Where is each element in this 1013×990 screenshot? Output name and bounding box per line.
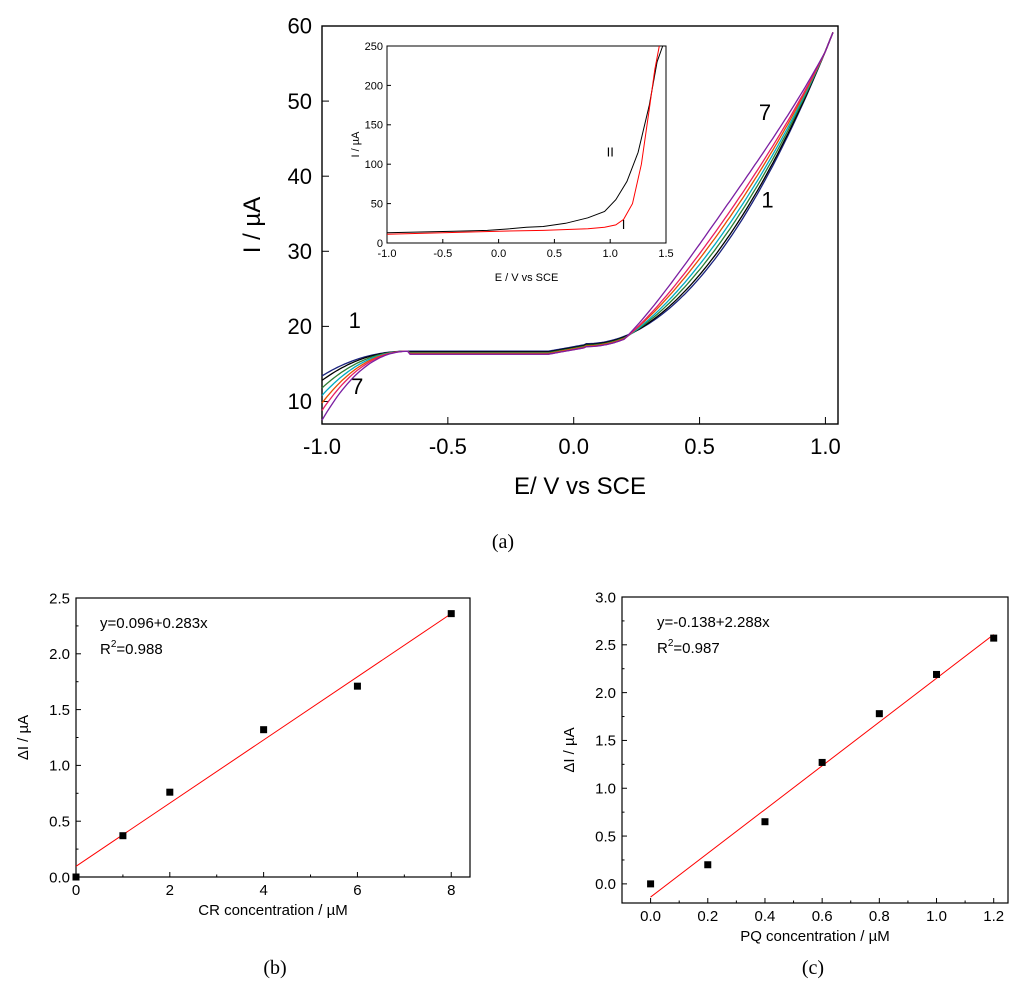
- inset-curve-I: [386, 45, 660, 235]
- panel-c: 0.0 0.2 0.4 0.6 0.8 1.0 1.2 0.0 0.5 1.0 1.5 2.0 2.5 3…: [561, 589, 1009, 979]
- inset-plot-frame: [386, 45, 667, 244]
- a-y-tick-label: 40: [288, 164, 312, 189]
- inset-x-tick-label: -1.0: [378, 248, 397, 260]
- a-plot-frame: [321, 25, 839, 425]
- inset-y-tick-label: 200: [365, 80, 383, 92]
- inset-x-axis-title: E / V vs SCE: [495, 272, 559, 284]
- b-x-tick-label: 4: [259, 882, 267, 899]
- c-plot-frame: [621, 596, 1009, 904]
- inset-curve-II: [386, 45, 664, 234]
- b-x-axis-title: CR concentration / µM: [198, 902, 348, 919]
- c-y-axis-title: ΔI / µA: [561, 727, 578, 772]
- a-x-tick-label: 0.0: [558, 434, 589, 459]
- a-curve-label: 7: [759, 100, 771, 125]
- a-y-tick-label: 30: [288, 239, 312, 264]
- a-y-axis-title: I / µA: [239, 197, 266, 254]
- b-y-tick-label: 0.0: [49, 869, 70, 886]
- c-caption: (c): [802, 957, 824, 979]
- c-y-tick-label: 2.5: [595, 637, 616, 654]
- b-x-tick-label: 8: [447, 882, 455, 899]
- c-x-tick-label: 1.2: [983, 908, 1004, 925]
- b-y-tick-label: 2.5: [49, 590, 70, 607]
- c-x-tick-label: 0.2: [697, 908, 718, 925]
- b-data-point: [447, 610, 455, 618]
- a-curve-7: [321, 32, 834, 421]
- inset-x-tick-label: 1.5: [658, 248, 673, 260]
- c-data-point: [761, 818, 769, 826]
- b-plot-frame: [75, 597, 471, 878]
- inset-y-axis-title: I / µA: [350, 131, 362, 158]
- inset-background: [387, 46, 666, 243]
- inset-x-tick-label: 0.5: [547, 248, 562, 260]
- c-x-tick-label: 1.0: [926, 908, 947, 925]
- c-data-point: [933, 670, 941, 678]
- b-equation: y=0.096+0.283x: [100, 615, 208, 632]
- c-data-point: [704, 861, 712, 869]
- b-caption: (b): [263, 957, 286, 979]
- b-data-point: [72, 873, 80, 881]
- inset-y-tick-label: 150: [365, 120, 383, 132]
- inset-y-tick-label: 250: [365, 41, 383, 53]
- c-equation: y=-0.138+2.288x: [657, 614, 770, 631]
- c-y-tick-label: 2.0: [595, 685, 616, 702]
- b-data-point: [353, 682, 361, 690]
- b-y-tick-label: 0.5: [49, 813, 70, 830]
- b-data-point: [119, 832, 127, 840]
- c-x-tick-label: 0.4: [755, 908, 776, 925]
- c-data-point: [875, 710, 883, 718]
- b-x-tick-label: 0: [72, 882, 80, 899]
- c-y-tick-label: 1.5: [595, 733, 616, 750]
- a-x-tick-label: -0.5: [429, 434, 467, 459]
- c-y-tick-label: 1.0: [595, 781, 616, 798]
- c-data-point: [818, 758, 826, 766]
- inset-x-tick-label: 0.0: [491, 248, 506, 260]
- a-x-tick-label: 1.0: [810, 434, 841, 459]
- a-curve-label: 1: [761, 188, 773, 213]
- b-x-tick-label: 6: [353, 882, 361, 899]
- b-r-squared: R2=0.988: [100, 639, 163, 658]
- c-data-point: [990, 634, 998, 642]
- inset-x-tick-label: 1.0: [603, 248, 618, 260]
- b-y-tick-label: 1.5: [49, 702, 70, 719]
- c-x-axis-title: PQ concentration / µM: [740, 928, 890, 945]
- c-x-tick-label: 0.8: [869, 908, 890, 925]
- a-curve-label: 7: [351, 374, 363, 399]
- inset-y-tick-label: 0: [377, 238, 383, 250]
- b-y-tick-label: 1.0: [49, 758, 70, 775]
- a-y-tick-label: 60: [288, 14, 312, 39]
- inset-y-tick-label: 100: [365, 159, 383, 171]
- panel-b: 0 2 4 6 8 0.0 0.5 1.0 1.5 2.0 2.5 CR concentration …: [15, 590, 471, 979]
- c-y-tick-label: 0.5: [595, 828, 616, 845]
- b-y-tick-label: 2.0: [49, 646, 70, 663]
- inset-y-tick-label: 50: [371, 198, 383, 210]
- inset-x-tick-label: -0.5: [433, 248, 452, 260]
- b-y-axis-title: ΔI / µA: [15, 715, 32, 760]
- a-y-tick-label: 50: [288, 89, 312, 114]
- a-x-tick-label: 0.5: [684, 434, 715, 459]
- b-data-point: [166, 788, 174, 796]
- a-x-tick-label: -1.0: [303, 434, 341, 459]
- c-x-tick-label: 0.6: [812, 908, 833, 925]
- b-x-tick-label: 2: [166, 882, 174, 899]
- a-y-tick-label: 20: [288, 314, 312, 339]
- inset-curve-label: I: [622, 217, 626, 232]
- a-y-tick-label: 10: [288, 389, 312, 414]
- c-y-tick-label: 3.0: [595, 589, 616, 606]
- a-x-axis-title: E/ V vs SCE: [514, 473, 646, 500]
- inset-curve-label: II: [607, 144, 614, 159]
- a-curve-label: 1: [349, 308, 361, 333]
- b-fit-line: [75, 613, 452, 867]
- c-data-point: [647, 880, 655, 888]
- c-y-tick-label: 0.0: [595, 876, 616, 893]
- c-x-tick-label: 0.0: [640, 908, 661, 925]
- b-data-point: [260, 726, 268, 734]
- a-caption: (a): [492, 531, 514, 553]
- c-r-squared: R2=0.987: [657, 638, 720, 657]
